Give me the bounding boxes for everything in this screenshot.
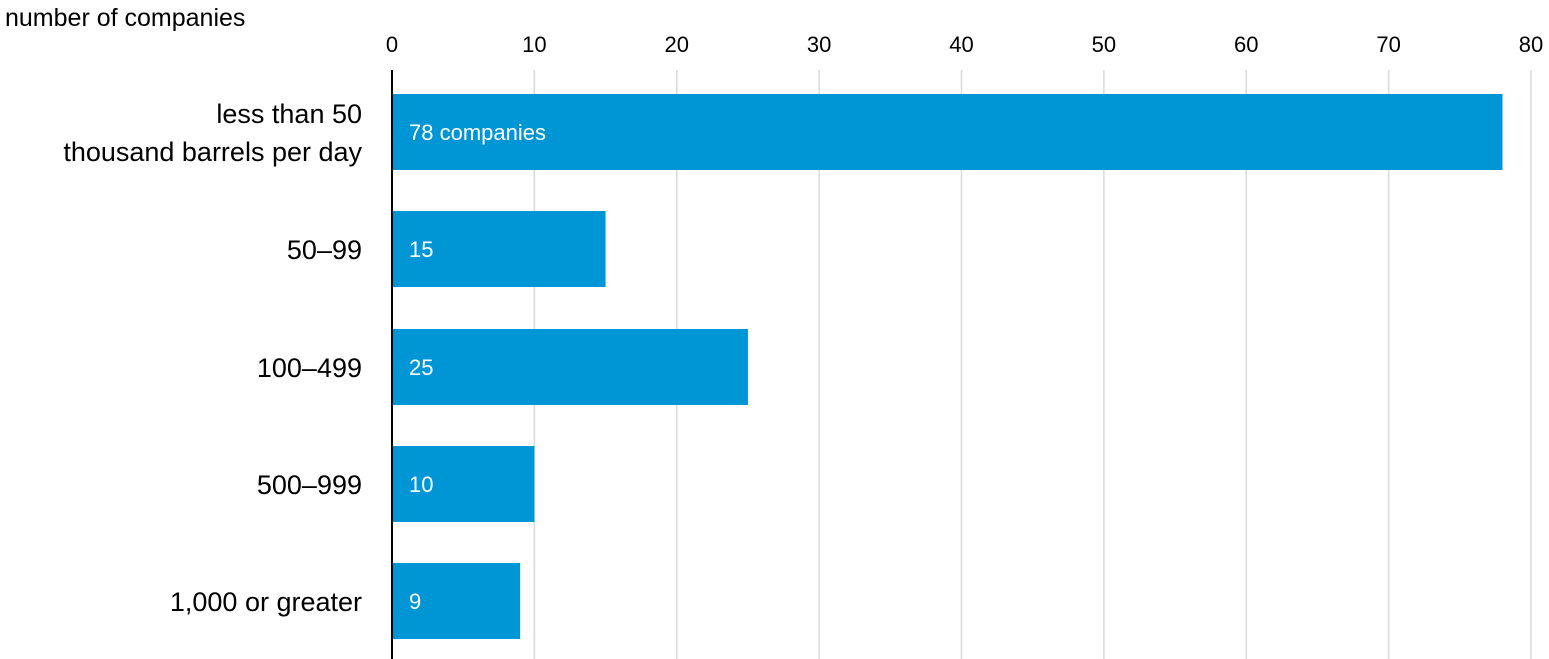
x-tick-label: 70 [1376,32,1400,57]
bar [392,94,1503,170]
x-tick-label: 80 [1519,32,1543,57]
x-tick-label: 40 [949,32,973,57]
bar [392,329,748,405]
category-label: less than 50 thousand barrels per day [63,99,362,167]
x-tick-label: 50 [1092,32,1116,57]
category-label: 500–999 [257,470,362,500]
axis-title: number of companies [5,4,245,32]
x-tick-label: 10 [522,32,546,57]
data-label: 78 companies [409,120,546,145]
data-label: 25 [409,355,433,380]
data-label: 10 [409,472,433,497]
category-label: 50–99 [287,235,362,265]
data-label: 9 [409,589,421,614]
x-tick-label: 30 [807,32,831,57]
bar [392,211,606,287]
data-labels: 78 companies 15 25 10 9 [409,120,546,614]
x-tick-labels: 0 10 20 30 40 50 60 70 80 [386,32,1543,57]
x-tick-label: 20 [665,32,689,57]
bar [392,446,535,522]
category-label: 100–499 [257,353,362,383]
bar [392,563,521,639]
category-label: 1,000 or greater [170,587,362,617]
x-tick-label: 60 [1234,32,1258,57]
x-tick-label: 0 [386,32,398,57]
bars [392,94,1503,639]
data-label: 15 [409,237,433,262]
category-labels: less than 50 thousand barrels per day 50–9… [63,99,362,617]
